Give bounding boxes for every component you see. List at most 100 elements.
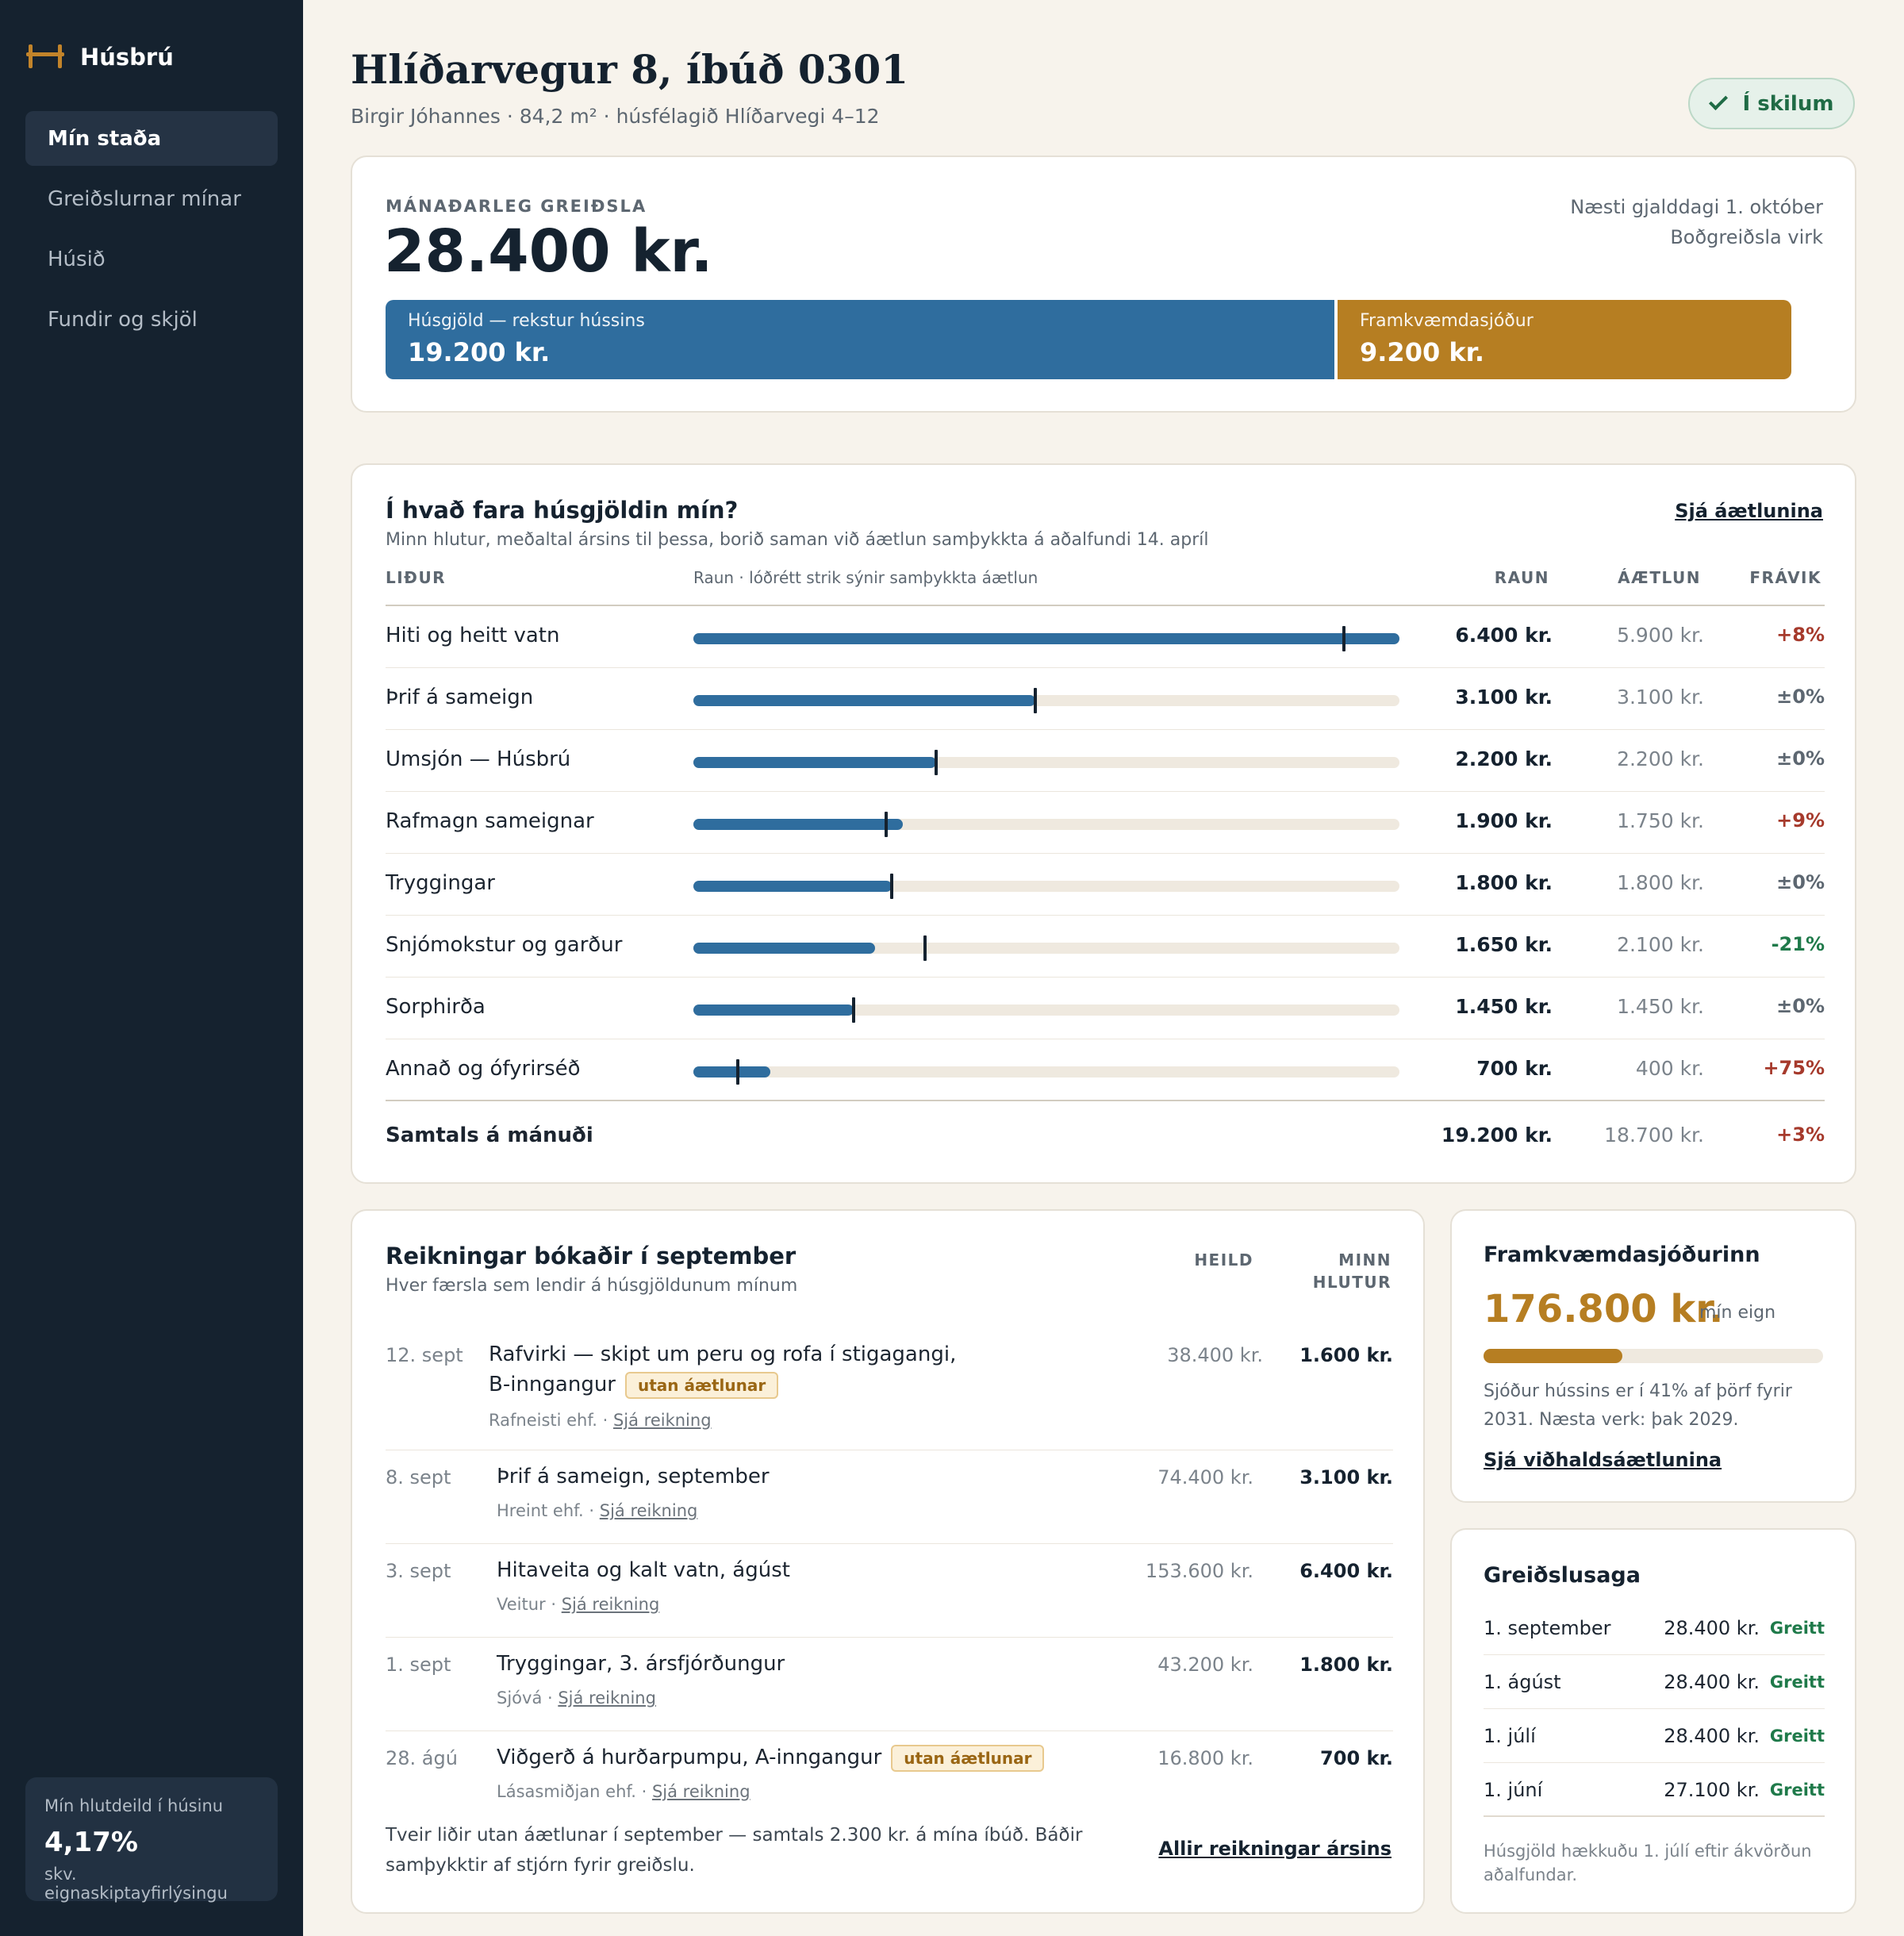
segment-value: 9.200 kr. <box>1360 337 1485 367</box>
budget-item-name: Rafmagn sameignar <box>386 809 594 833</box>
invoices-subtitle: Hver færsla sem lendir á húsgjöldunum mí… <box>386 1276 798 1296</box>
budget-actual-value: 1.800 kr. <box>1455 871 1553 894</box>
invoice-vendor: Rafneisti ehf. · Sjá reikning <box>489 1411 712 1430</box>
unbudgeted-badge: utan áætlunar <box>625 1371 779 1399</box>
budget-title: Í hvað fara húsgjöldin mín? <box>386 497 739 524</box>
budget-plan-value: 1.450 kr. <box>1617 995 1704 1018</box>
budget-row: Snjómokstur og garður 1.650 kr. 2.100 kr. -… <box>386 916 1825 978</box>
total-plan: 18.700 kr. <box>1604 1124 1704 1147</box>
budget-plan-marker <box>885 812 889 837</box>
invoice-vendor: Veitur · Sjá reikning <box>497 1595 659 1614</box>
total-actual: 19.200 kr. <box>1441 1124 1553 1147</box>
budget-bar-track <box>693 812 1399 837</box>
fund-description: Sjóður hússins er í 41% af þörf fyrir 20… <box>1484 1381 1792 1430</box>
invoice-desc-text: Rafvirki — skipt um peru og rofa í stiga… <box>489 1343 957 1396</box>
see-invoice-link[interactable]: Sjá reikning <box>561 1595 660 1614</box>
all-invoices-link[interactable]: Allir reikningar ársins <box>1158 1838 1392 1860</box>
budget-plan-value: 2.200 kr. <box>1617 747 1704 770</box>
invoices-card: Reikningar bókaðir í september Hver færs… <box>351 1209 1425 1914</box>
invoice-description: Tryggingar, 3. ársfjórðungur <box>497 1649 1100 1679</box>
history-amount: 28.400 kr. <box>1664 1671 1760 1693</box>
see-invoice-link[interactable]: Sjá reikning <box>558 1688 656 1707</box>
sidebar-item-greidslur[interactable]: Greiðslurnar mínar <box>48 186 241 211</box>
invoices-footnote: Tveir liðir utan áætlunar í september — … <box>386 1825 1083 1876</box>
budget-item-name: Umsjón — Húsbrú <box>386 747 571 771</box>
invoice-date: 12. sept <box>386 1344 463 1366</box>
history-status: Greitt <box>1769 1673 1825 1692</box>
total-deviation: +3% <box>1776 1124 1825 1146</box>
fund-own-label: mín eign <box>1699 1303 1776 1323</box>
budget-deviation: -21% <box>1771 933 1825 955</box>
col-header-item: LIÐUR <box>386 568 447 587</box>
budget-deviation: ±0% <box>1776 871 1825 893</box>
invoice-desc-text: Hitaveita og kalt vatn, ágúst <box>497 1558 790 1582</box>
status-label: Í skilum <box>1742 91 1834 116</box>
payment-split-bar: Húsgjöld — rekstur hússins 19.200 kr. Fr… <box>386 300 1791 379</box>
invoice-my-share: 1.600 kr. <box>1299 1344 1393 1366</box>
budget-row: Hiti og heitt vatn 6.400 kr. 5.900 kr. +8% <box>386 606 1825 668</box>
budget-bar-actual <box>693 757 936 768</box>
see-invoice-link[interactable]: Sjá reikning <box>599 1501 698 1520</box>
budget-deviation: ±0% <box>1776 995 1825 1017</box>
status-badge: Í skilum <box>1688 78 1855 129</box>
budget-item-name: Sorphirða <box>386 995 486 1019</box>
split-segment-husgjold: Húsgjöld — rekstur hússins 19.200 kr. <box>386 300 1334 379</box>
budget-item-name: Tryggingar <box>386 871 495 895</box>
invoice-my-share: 1.800 kr. <box>1299 1654 1393 1676</box>
share-label: Mín hlutdeild í húsinu <box>44 1796 224 1815</box>
invoice-desc-text: Tryggingar, 3. ársfjórðungur <box>497 1652 785 1676</box>
payment-label: MÁNAÐARLEG GREIÐSLA <box>386 197 647 216</box>
sidebar: Húsbrú Mín staða Greiðslurnar mínar Húsi… <box>0 0 303 1936</box>
invoice-desc-text: Viðgerð á hurðarpumpu, A-inngangur <box>497 1746 882 1769</box>
budget-bar-actual <box>693 819 904 830</box>
sidebar-item-min-stada[interactable]: Mín staða <box>25 111 278 166</box>
invoice-total: 38.400 kr. <box>1167 1344 1263 1366</box>
invoice-row: 3. sept Hitaveita og kalt vatn, ágúst Veit… <box>386 1544 1393 1638</box>
maintenance-plan-link[interactable]: Sjá viðhaldsáætlunina <box>1484 1449 1722 1471</box>
brand[interactable]: Húsbrú <box>26 41 174 73</box>
vendor-separator: · <box>583 1501 600 1520</box>
budget-row: Rafmagn sameignar 1.900 kr. 1.750 kr. +9% <box>386 792 1825 854</box>
budget-deviation: +75% <box>1763 1057 1825 1079</box>
invoice-description: Þrif á sameign, september <box>497 1462 1100 1492</box>
see-invoice-link[interactable]: Sjá reikning <box>612 1411 712 1430</box>
history-rows: 1. september 28.400 kr. Greitt 1. ágúst 28.4… <box>1484 1601 1825 1817</box>
budget-actual-value: 1.650 kr. <box>1455 933 1553 956</box>
invoice-date: 3. sept <box>386 1560 451 1582</box>
budget-deviation: ±0% <box>1776 747 1825 770</box>
vendor-name: Lásasmiðjan ehf. <box>497 1782 636 1801</box>
budget-row: Sorphirða 1.450 kr. 1.450 kr. ±0% <box>386 978 1825 1039</box>
next-due-date: Næsti gjalddagi 1. október <box>1570 196 1823 218</box>
fund-amount: 176.800 kr. <box>1484 1287 1724 1331</box>
invoice-row: 8. sept Þrif á sameign, september Hreint e… <box>386 1450 1393 1544</box>
col-header-total: HEILD <box>1194 1250 1253 1270</box>
payment-method: Boðgreiðsla virk <box>1670 226 1823 248</box>
segment-label: Húsgjöld — rekstur hússins <box>408 311 645 331</box>
budget-bar-actual <box>693 943 876 954</box>
history-date: 1. júní <box>1484 1779 1543 1801</box>
fund-progress-bar <box>1484 1349 1823 1363</box>
history-status: Greitt <box>1769 1619 1825 1638</box>
budget-actual-value: 6.400 kr. <box>1455 624 1553 647</box>
budget-plan-marker <box>1342 626 1346 651</box>
sidebar-item-husid[interactable]: Húsið <box>48 247 106 271</box>
budget-plan-value: 5.900 kr. <box>1617 624 1704 647</box>
payment-amount: 28.400 kr. <box>384 217 713 286</box>
budget-row: Þrif á sameign 3.100 kr. 3.100 kr. ±0% <box>386 668 1825 730</box>
monthly-payment-card: MÁNAÐARLEG GREIÐSLA 28.400 kr. Næsti gja… <box>351 156 1856 413</box>
invoice-date: 28. ágú <box>386 1747 458 1769</box>
budget-total-row: Samtals á mánuði 19.200 kr. 18.700 kr. +… <box>386 1124 1825 1155</box>
see-budget-link[interactable]: Sjá áætlunina <box>1675 500 1823 522</box>
col-header-note: Raun · lóðrétt strik sýnir samþykkta áæt… <box>693 568 1038 587</box>
history-row: 1. júlí 28.400 kr. Greitt <box>1484 1709 1825 1763</box>
sidebar-item-fundir[interactable]: Fundir og skjöl <box>48 307 198 332</box>
see-invoice-link[interactable]: Sjá reikning <box>651 1782 750 1801</box>
invoice-desc-text: Þrif á sameign, september <box>497 1465 770 1488</box>
budget-bar-track <box>693 1059 1399 1085</box>
vendor-separator: · <box>597 1411 613 1430</box>
budget-deviation: +8% <box>1776 624 1825 646</box>
vendor-name: Hreint ehf. <box>497 1501 584 1520</box>
budget-bar-track <box>693 688 1399 713</box>
col-header-mine-line2: HLUTUR <box>1312 1273 1392 1292</box>
budget-plan-marker <box>923 935 927 961</box>
